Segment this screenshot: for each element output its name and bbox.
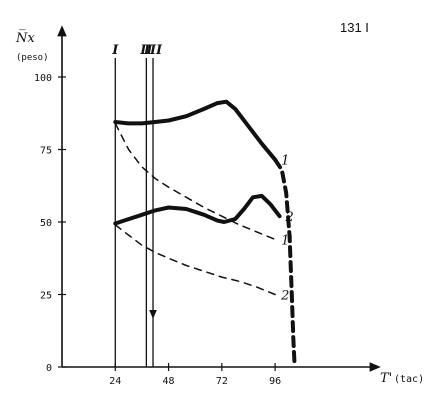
series-label-2: 2 bbox=[285, 210, 294, 225]
marker-label-III: III bbox=[143, 43, 163, 58]
page-number: 131 I bbox=[340, 20, 369, 35]
series-label-1-prime: 1' bbox=[281, 233, 293, 248]
series-2 bbox=[113, 193, 282, 226]
y-tick-label: 25 bbox=[40, 291, 52, 302]
x-tick-label: 72 bbox=[216, 376, 228, 387]
marker-label-II: II bbox=[139, 43, 153, 58]
x-tick-label: 24 bbox=[109, 376, 121, 387]
series-label-1: 1 bbox=[281, 154, 289, 169]
y-tick-label: 75 bbox=[40, 146, 52, 157]
y-tick-label: 100 bbox=[34, 73, 52, 84]
series-lines bbox=[113, 99, 297, 369]
x-axis-unit: (tac) bbox=[394, 374, 424, 385]
y-tick-label: 50 bbox=[40, 218, 52, 229]
y-axis-label: N̅x bbox=[15, 30, 35, 46]
x-axis-label: T' bbox=[380, 371, 392, 386]
series-labels: 1 2 1' 2' bbox=[280, 154, 294, 304]
x-tick-label: 48 bbox=[163, 376, 175, 387]
series-drop bbox=[273, 157, 297, 369]
axis-ticks: 0 25 50 75 100 24 48 72 96 bbox=[34, 73, 281, 387]
series-1-prime bbox=[114, 122, 276, 241]
series-1 bbox=[113, 99, 278, 162]
y-tick-label: 0 bbox=[46, 363, 52, 374]
series-label-2-prime: 2' bbox=[280, 289, 293, 304]
x-tick-label: 96 bbox=[269, 376, 281, 387]
marker-label-I: I bbox=[111, 43, 119, 58]
y-axis-unit: (peso) bbox=[16, 53, 49, 63]
series-2-prime bbox=[114, 224, 276, 296]
